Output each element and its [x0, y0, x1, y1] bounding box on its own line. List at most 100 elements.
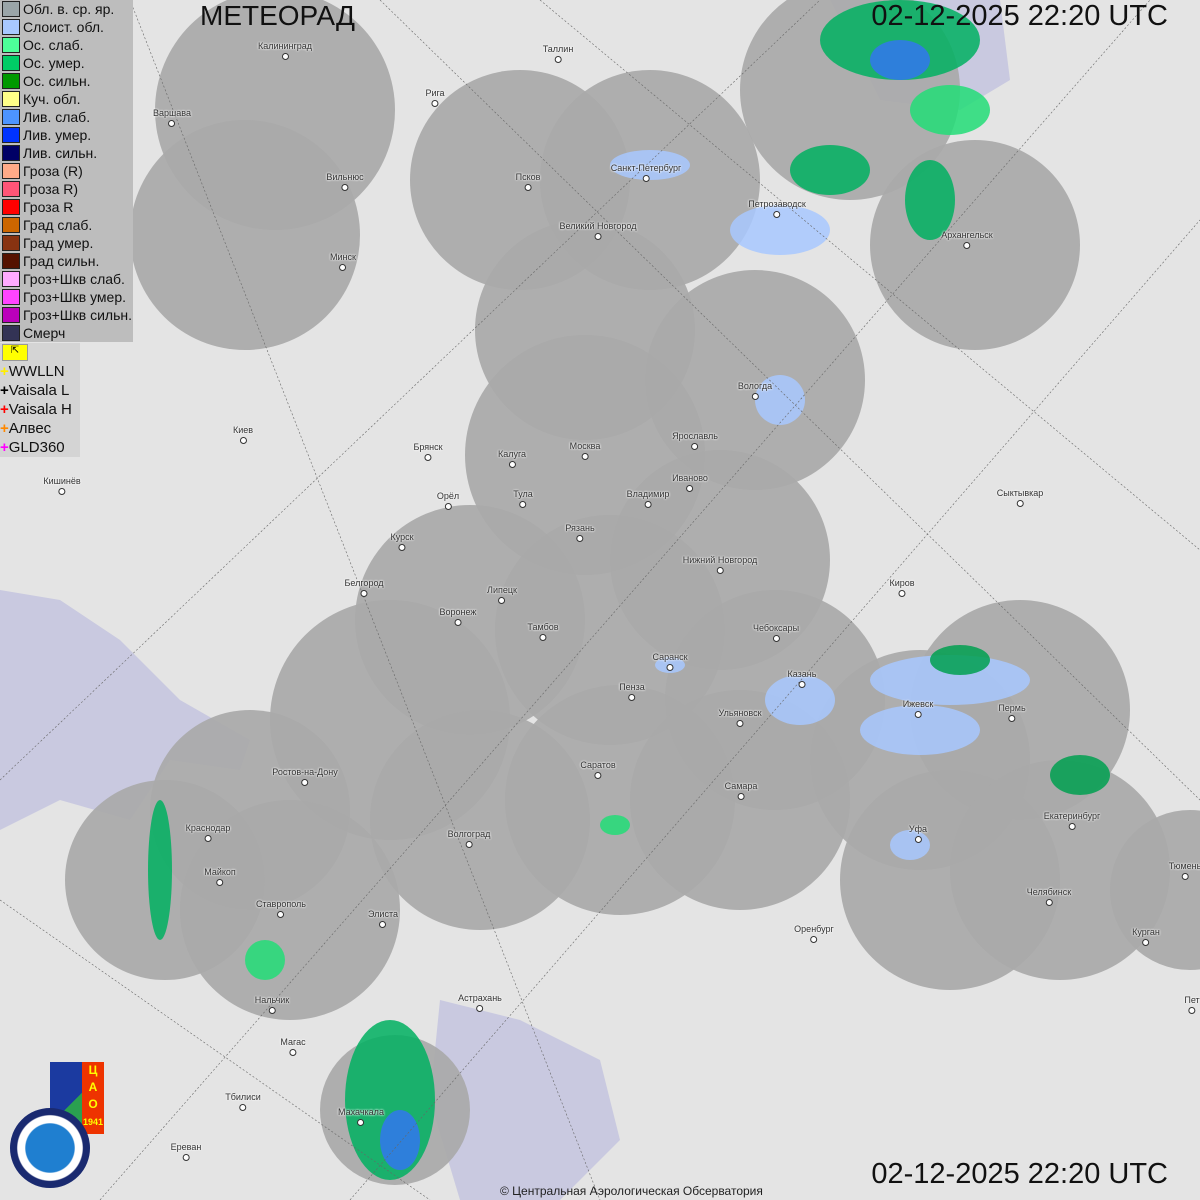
legend-swatch [2, 235, 20, 251]
city-label: Майкоп [204, 867, 236, 886]
lightning-source: +WWLLN [0, 362, 80, 381]
city-label: Калуга [498, 449, 526, 468]
city-label: Вологда [738, 381, 772, 400]
city-marker-icon [666, 664, 674, 671]
city-name: Ижевск [902, 699, 934, 709]
legend-swatch [2, 145, 20, 161]
city-name: Нижний Новгород [682, 555, 758, 565]
legend-swatch [2, 91, 20, 107]
city-marker-icon [773, 211, 781, 218]
city-marker-icon [498, 597, 506, 604]
radar-circle [130, 120, 360, 350]
legend-label: Град умер. [23, 235, 94, 251]
city-name: Ставрополь [256, 899, 306, 909]
legend-label: Смерч [23, 325, 66, 341]
precip-echo [870, 655, 1030, 705]
city-label: Липецк [487, 585, 517, 604]
legend-swatch [2, 325, 20, 341]
city-label: Минск [330, 252, 356, 271]
city-label: Белгород [344, 578, 384, 597]
city-label: Магас [280, 1037, 306, 1056]
city-label: Ульяновск [718, 708, 762, 727]
city-marker-icon [301, 779, 309, 786]
city-marker-icon [642, 175, 650, 182]
legend-swatch [2, 19, 20, 35]
legend-swatch [2, 199, 20, 215]
city-name: Орёл [436, 491, 460, 501]
legend-item: Слоист. обл. [0, 18, 133, 36]
precip-echo [755, 375, 805, 425]
city-name: Курган [1132, 927, 1160, 937]
legend-label: Куч. обл. [23, 91, 81, 107]
city-label: Уфа [909, 824, 927, 843]
city-marker-icon [1188, 1007, 1196, 1014]
legend-item: Лив. слаб. [0, 108, 133, 126]
city-label: Сыктывкар [997, 488, 1043, 507]
app-title: МЕТЕОРАД [200, 0, 355, 31]
city-marker-icon [736, 720, 744, 727]
city-name: Краснодар [185, 823, 231, 833]
city-marker-icon [686, 485, 694, 492]
city-label: Курган [1132, 927, 1160, 946]
lightning-label: Алвес [8, 420, 52, 437]
city-marker-icon [465, 841, 473, 848]
city-marker-icon [357, 1119, 365, 1126]
city-marker-icon [519, 501, 527, 508]
city-name: Санкт-Петербург [610, 163, 682, 173]
city-name: Калининград [257, 41, 313, 51]
city-name: Пермь [998, 703, 1026, 713]
city-label: Чебоксары [753, 623, 799, 642]
city-label: Великий Новгород [560, 221, 636, 240]
city-marker-icon [1068, 823, 1076, 830]
lightning-label: WWLLN [8, 363, 65, 380]
city-marker-icon [289, 1049, 297, 1056]
legend-label: Обл. в. ср. яр. [23, 1, 115, 17]
city-marker-icon [751, 393, 759, 400]
city-marker-icon [914, 836, 922, 843]
cross-icon: + [0, 363, 9, 380]
city-marker-icon [341, 184, 349, 191]
cross-icon: + [0, 382, 9, 399]
city-marker-icon [737, 793, 745, 800]
city-marker-icon [216, 879, 224, 886]
city-label: Рига [425, 88, 445, 107]
legend-item: Гроз+Шкв умер. [0, 288, 133, 306]
precip-echo [380, 1110, 420, 1170]
lightning-toggle-icon[interactable]: ⇱ [2, 344, 28, 361]
legend-item: Гроза R) [0, 180, 133, 198]
city-marker-icon [277, 911, 285, 918]
city-marker-icon [554, 56, 562, 63]
city-label: Саратов [580, 760, 616, 779]
city-name: Вологда [737, 381, 773, 391]
city-label: Ростов-на-Дону [272, 767, 338, 786]
city-name: Вильнюс [326, 172, 364, 182]
city-marker-icon [1016, 500, 1024, 507]
city-label: Екатеринбург [1044, 811, 1100, 830]
city-marker-icon [772, 635, 780, 642]
legend-item: Град умер. [0, 234, 133, 252]
city-name: Самара [724, 781, 758, 791]
legend-swatch [2, 271, 20, 287]
city-marker-icon [576, 535, 584, 542]
legend-swatch [2, 73, 20, 89]
legend-item: Гроз+Шкв слаб. [0, 270, 133, 288]
city-name: Владимир [626, 489, 670, 499]
lightning-source: +Алвес [0, 419, 80, 438]
roshydromet-logo [10, 1108, 90, 1188]
city-label: Таллин [543, 44, 573, 63]
legend-item: Гроза (R) [0, 162, 133, 180]
city-label: Киров [889, 578, 915, 597]
city-label: Москва [570, 441, 600, 460]
city-marker-icon [1142, 939, 1150, 946]
city-name: Варшава [153, 108, 191, 118]
city-marker-icon [398, 544, 406, 551]
legend-label: Ос. слаб. [23, 37, 84, 53]
city-marker-icon [691, 443, 699, 450]
city-marker-icon [914, 711, 922, 718]
city-label: Воронеж [440, 607, 476, 626]
cross-icon: + [0, 420, 9, 437]
city-marker-icon [810, 936, 818, 943]
city-label: Ижевск [902, 699, 934, 718]
precipitation-echoes [148, 0, 1110, 1180]
